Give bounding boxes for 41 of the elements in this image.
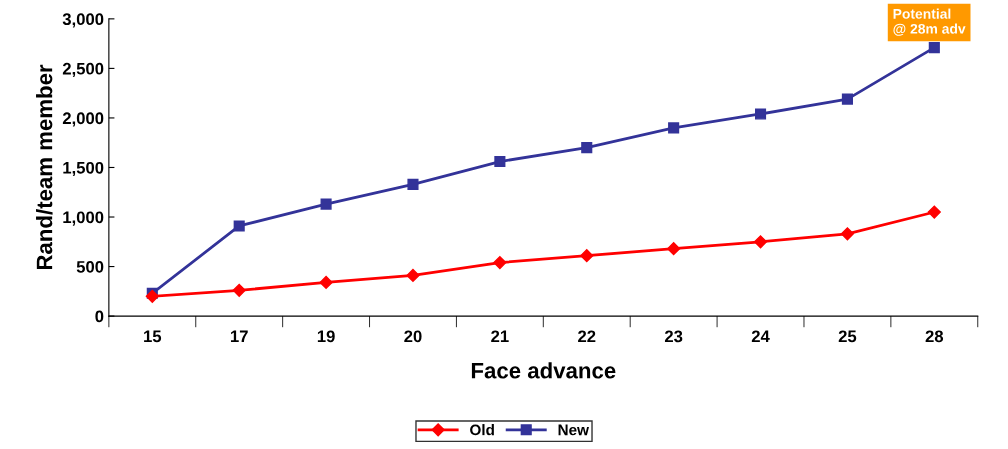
y-tick-label: 500 xyxy=(76,260,104,273)
point xyxy=(406,268,420,283)
point xyxy=(494,155,506,168)
x-tick-label: 23 xyxy=(664,330,683,343)
point xyxy=(753,235,768,249)
x-tick-label: 28 xyxy=(925,330,944,343)
y-tick-label: 2,000 xyxy=(62,112,104,127)
point xyxy=(233,220,245,232)
point xyxy=(581,142,593,154)
x-tick-label: 20 xyxy=(404,330,422,343)
point xyxy=(668,122,680,134)
point xyxy=(667,242,681,256)
x-tick-label: 19 xyxy=(317,330,335,343)
y-tick-label: 3,000 xyxy=(62,13,104,28)
point xyxy=(232,283,246,297)
x-tick-label: 22 xyxy=(578,330,596,343)
x-axis-title: Face advance xyxy=(471,362,616,379)
point xyxy=(841,93,853,105)
point xyxy=(928,42,940,54)
x-tick-label: 15 xyxy=(144,330,162,343)
point xyxy=(840,227,855,241)
point xyxy=(407,178,419,190)
y-tick-label: 1,000 xyxy=(63,211,104,226)
x-tick-label: 24 xyxy=(751,330,770,343)
point xyxy=(320,198,332,210)
y-axis-title: Rand/team member xyxy=(36,64,53,270)
point xyxy=(927,205,941,219)
point xyxy=(145,289,159,303)
point xyxy=(493,256,507,270)
y-tick-label: 0 xyxy=(95,310,104,323)
y-tick-label: 1,500 xyxy=(63,161,104,177)
point xyxy=(580,249,594,263)
y-tick-label: 2,500 xyxy=(62,62,104,78)
annotation: Potential @ 28m adv xyxy=(893,8,966,36)
point xyxy=(754,108,767,120)
x-tick-label: 21 xyxy=(491,330,509,343)
x-tick-label: 17 xyxy=(230,330,248,343)
x-tick-label: 25 xyxy=(838,330,857,343)
legend-label: New xyxy=(558,424,589,436)
legend-label: Old xyxy=(470,424,494,436)
point xyxy=(319,275,333,289)
